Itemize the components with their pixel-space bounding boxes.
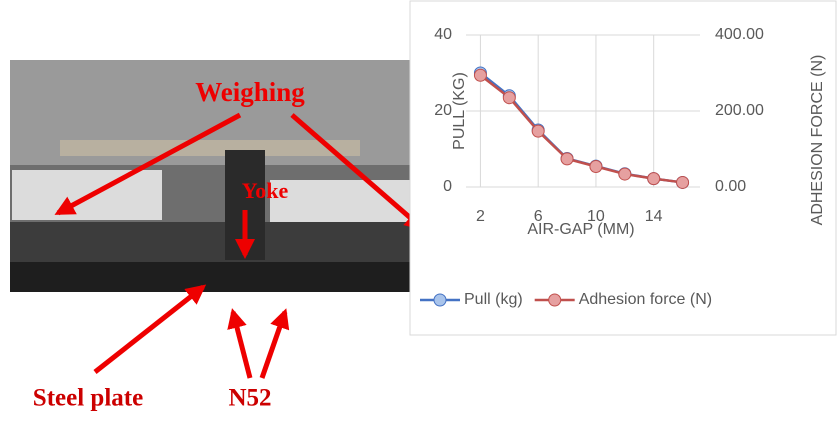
photo-scale-right [270, 180, 410, 225]
point [502, 91, 516, 105]
x-axis-title: AIR-GAP (MM) [527, 221, 634, 238]
label-weighing: Weighing [195, 77, 305, 107]
y-tick-label: 20 [434, 102, 452, 119]
label-magnet: N52 [228, 385, 271, 412]
legend-label: Pull (kg) [464, 291, 523, 308]
legend-label: Adhesion force (N) [579, 291, 712, 308]
label-steel-plate: Steel plate [33, 385, 143, 412]
arrow [259, 308, 290, 379]
photo-beam [60, 140, 360, 156]
point [589, 159, 603, 173]
x-tick-label: 14 [645, 208, 663, 225]
photo-base [10, 262, 410, 292]
arrow [290, 113, 426, 231]
arrow [54, 112, 242, 216]
point [676, 175, 690, 189]
arrow [227, 308, 253, 379]
y2-tick-label: 400.00 [715, 26, 764, 43]
y2-axis-title: ADHESION FORCE (N) [809, 55, 826, 226]
y2-tick-label: 200.00 [715, 102, 764, 119]
y2-tick-label: 0.00 [715, 178, 746, 195]
arrow [93, 284, 207, 374]
y-axis-title: PULL (KG) [451, 72, 468, 150]
point [647, 172, 661, 186]
legend-marker [548, 293, 562, 307]
y-tick-label: 0 [443, 178, 452, 195]
y-tick-label: 40 [434, 26, 452, 43]
point [560, 152, 574, 166]
photo-steel-plate [10, 222, 410, 262]
x-tick-label: 10 [587, 208, 605, 225]
point [531, 124, 545, 138]
label-yoke: Yoke [242, 178, 289, 203]
chart: PULL (KG) ADHESION FORCE (N) AIR-GAP (MM… [420, 26, 826, 308]
x-tick-label: 2 [476, 208, 485, 225]
legend-marker [433, 293, 447, 307]
arrows [54, 112, 426, 379]
x-tick-label: 6 [534, 208, 543, 225]
point [473, 68, 487, 82]
point [618, 167, 632, 181]
photo [10, 60, 410, 292]
